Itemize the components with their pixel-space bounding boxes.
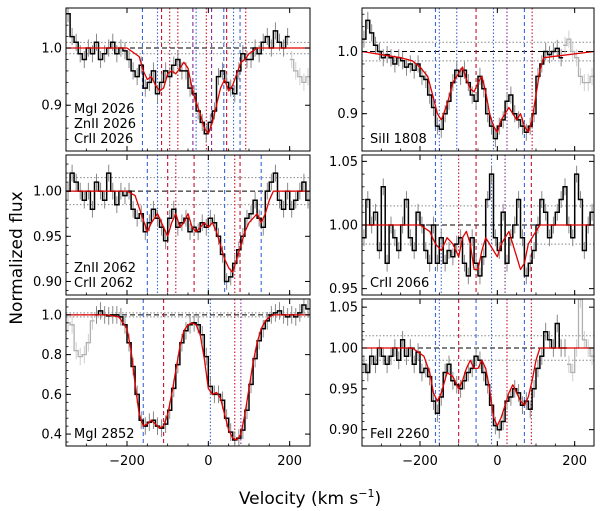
x-tick-label: −200: [402, 454, 438, 469]
axes-frame: [65, 298, 311, 447]
panel-p3: 0.95 1.00 1.05 CrII 2066: [329, 154, 595, 297]
data-spectrum: [66, 12, 290, 135]
model-fit: [362, 50, 594, 133]
ion-label: ZnII 2062: [74, 261, 136, 276]
y-tick-label: 1.05: [329, 301, 358, 316]
y-tick-label: 0.4: [41, 428, 62, 443]
panel-p5: 0.90 0.95 1.00 1.05 −200 0 200 FeII 2260: [329, 298, 595, 469]
y-tick-label: 1.00: [329, 342, 358, 357]
y-tick-label: 0.9: [337, 107, 358, 122]
model-fit: [362, 224, 594, 271]
y-tick-label: 0.95: [329, 382, 358, 397]
y-tick-label: 0.90: [329, 423, 358, 438]
model-fit: [66, 47, 310, 135]
panel-p4: 0.4 0.6 0.8 1.0 −200 0 200 MgI 2852: [41, 298, 311, 469]
panel-p1: 0.9 1.0 SiII 1808: [337, 7, 595, 152]
y-tick-label: 0.9: [41, 99, 62, 114]
ion-label: ZnII 2026: [74, 117, 136, 132]
masked-spectrum: [563, 38, 594, 84]
axes-frame: [361, 298, 595, 447]
y-tick-label: 0.6: [41, 388, 62, 403]
x-tick-label: 0: [204, 454, 212, 469]
masked-spectrum: [289, 58, 310, 84]
ion-label: FeII 2260: [370, 427, 430, 442]
y-tick-label: 1.0: [337, 45, 358, 60]
y-tick-label: 1.0: [41, 42, 62, 57]
y-tick-label: 0.95: [33, 230, 62, 245]
x-axis-label: Velocity (km s−1): [239, 487, 381, 509]
model-fit: [66, 190, 310, 274]
y-tick-label: 0.90: [33, 275, 62, 290]
y-tick-label: 1.05: [329, 155, 358, 170]
y-axis-label: Normalized flux: [7, 191, 27, 324]
x-tick-label: 200: [277, 454, 302, 469]
y-tick-label: 1.00: [329, 219, 358, 234]
ion-label: CrII 2026: [74, 132, 133, 147]
y-tick-label: 0.8: [41, 348, 62, 363]
y-tick-label: 1.0: [41, 308, 62, 323]
data-spectrum: [362, 19, 564, 140]
ion-label: CrII 2062: [74, 276, 133, 291]
x-tick-label: 0: [493, 454, 501, 469]
y-tick-label: 1.00: [33, 185, 62, 200]
model-fit: [362, 347, 594, 427]
ion-label: SiII 1808: [370, 132, 427, 147]
y-tick-label: 0.95: [329, 282, 358, 297]
ion-label: CrII 2066: [370, 276, 429, 291]
model-fit: [66, 314, 310, 441]
data-spectrum: [94, 304, 310, 441]
x-tick-label: 200: [562, 454, 587, 469]
ion-label: MgI 2026: [74, 102, 135, 117]
data-spectrum: [66, 172, 310, 283]
masked-spectrum: [66, 320, 95, 358]
x-tick-label: −200: [109, 454, 145, 469]
ion-label: MgI 2852: [74, 427, 135, 442]
